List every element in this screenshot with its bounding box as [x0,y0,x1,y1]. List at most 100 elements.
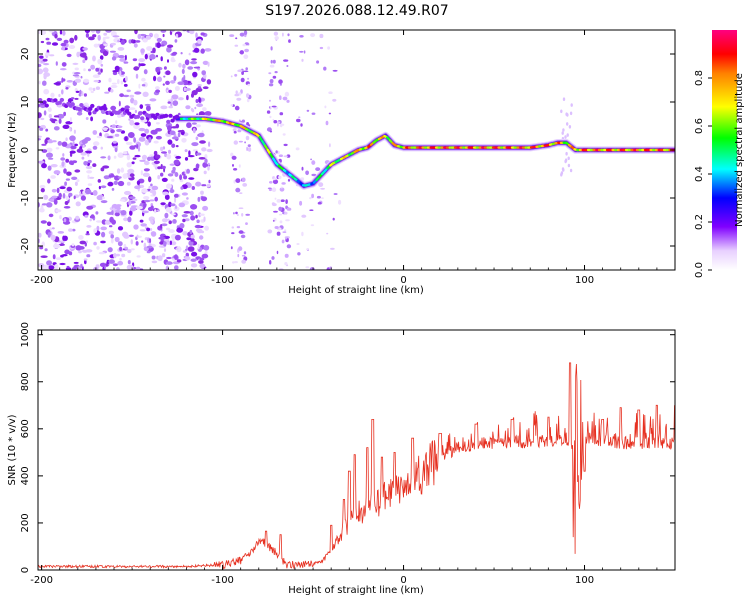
y-tick-label: -20 [20,238,31,254]
noise-speckle [90,30,96,33]
noise-speckle [139,63,146,67]
noise-speckle [171,178,175,182]
snr-ylabel: SNR (10 * v/v) [7,414,18,485]
noise-speckle [109,216,114,223]
noise-speckle [167,44,174,48]
noise-speckle [154,209,157,214]
noise-speckle [40,60,44,63]
noise-speckle [107,181,114,187]
noise-speckle [155,89,161,93]
noise-speckle [71,176,78,180]
noise-speckle [167,101,171,104]
noise-speckle [62,124,70,129]
noise-speckle [198,96,201,103]
noise-speckle [42,58,48,62]
noise-speckle [174,265,179,270]
noise-speckle [105,30,112,33]
noise-speckle [129,94,135,98]
noise-speckle [144,103,151,106]
noise-speckle [72,74,80,77]
noise-speckle [150,219,154,224]
noise-speckle [102,196,105,200]
noise-speckle [282,133,286,136]
noise-speckle [69,117,72,123]
noise-speckle [310,158,312,161]
noise-speckle [97,194,104,200]
noise-speckle [95,30,101,34]
noise-speckle [191,90,198,96]
noise-speckle [129,145,136,150]
noise-speckle [107,247,113,253]
noise-speckle [196,228,203,234]
ridge-speckle [59,97,65,102]
noise-speckle [246,122,250,126]
noise-speckle [64,249,70,255]
noise-speckle [560,109,563,114]
noise-speckle [286,207,292,211]
noise-speckle [173,159,180,165]
noise-speckle [134,122,140,126]
noise-speckle [151,185,159,191]
noise-speckle [276,231,281,236]
noise-speckle [40,255,48,258]
noise-speckle [198,132,205,138]
noise-speckle [38,135,42,138]
noise-speckle [201,253,209,259]
noise-speckle [87,174,90,180]
y-tick-label: 800 [20,372,31,391]
noise-speckle [306,109,310,112]
noise-speckle [138,127,146,132]
noise-speckle [332,98,337,102]
noise-speckle [247,77,250,80]
noise-speckle [247,147,252,152]
noise-speckle [82,47,88,51]
noise-speckle [120,80,124,85]
noise-speckle [80,152,87,156]
noise-speckle [51,42,59,46]
noise-speckle [149,54,156,60]
noise-speckle [51,195,58,199]
noise-speckle [114,133,120,137]
noise-speckle [85,33,89,38]
noise-speckle [102,165,110,169]
noise-speckle [230,104,233,107]
noise-speckle [150,231,157,237]
noise-speckle [146,105,151,112]
colorbar-gradient [712,30,737,270]
noise-speckle [69,37,75,44]
noise-speckle [183,87,187,92]
noise-speckle [285,237,288,240]
noise-speckle [180,186,184,190]
noise-speckle [92,74,100,78]
noise-speckle [84,30,90,34]
noise-speckle [178,202,186,208]
noise-speckle [111,124,117,129]
noise-speckle [97,58,103,65]
noise-speckle [83,258,88,261]
noise-speckle [125,141,133,146]
noise-speckle [246,146,248,151]
x-tick-label: 100 [575,575,594,586]
noise-speckle [135,73,139,79]
noise-speckle [321,197,324,200]
noise-speckle [41,143,47,146]
noise-speckle [332,69,338,72]
colorbar-tick-label: 0.8 [694,70,705,86]
noise-speckle [85,233,90,236]
noise-speckle [171,94,179,100]
noise-speckle [174,254,178,260]
noise-speckle [87,153,90,157]
noise-speckle [296,243,300,245]
noise-speckle [273,120,278,124]
noise-speckle [139,159,146,162]
noise-speckle [166,153,172,160]
noise-speckle [79,89,82,95]
noise-speckle [81,249,88,253]
noise-speckle [95,67,100,72]
noise-speckle [38,80,41,85]
noise-speckle [195,181,202,187]
noise-speckle [57,113,65,119]
noise-speckle [66,186,73,192]
noise-speckle [172,166,176,172]
